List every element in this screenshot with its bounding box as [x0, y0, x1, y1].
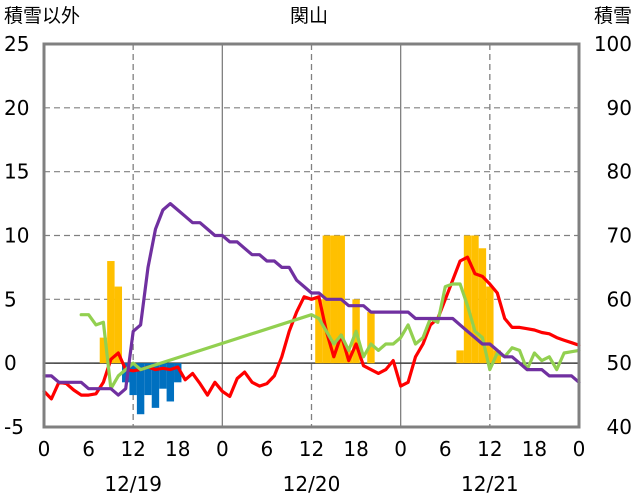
bar — [99, 337, 108, 364]
x-tick-label: 0 — [216, 437, 229, 461]
x-tick-label: 0 — [394, 437, 407, 461]
left-tick-label: 5 — [4, 287, 17, 311]
series-line — [79, 282, 581, 391]
left-tick-label: 25 — [4, 32, 29, 56]
chart-title: 関山 — [290, 5, 328, 27]
line-series — [42, 202, 581, 401]
right-tick-label: 100 — [594, 32, 632, 56]
bar — [144, 363, 152, 396]
series-line — [42, 255, 581, 401]
x-tick-label: 12 — [477, 437, 502, 461]
x-tick-label: 18 — [343, 437, 368, 461]
bar — [471, 235, 479, 364]
left-tick-label: 10 — [4, 224, 29, 248]
bar — [114, 286, 123, 364]
bar — [463, 235, 472, 364]
x-tick-label: 6 — [439, 437, 452, 461]
left-axis-label: 積雪以外 — [4, 5, 80, 27]
x-tick-label: 0 — [573, 437, 586, 461]
plot-border — [42, 42, 581, 429]
bar — [486, 286, 494, 364]
right-tick-label: 80 — [607, 160, 632, 184]
x-tick-label: 0 — [38, 437, 51, 461]
bar — [136, 363, 145, 415]
x-tick-label: 18 — [165, 437, 190, 461]
plot-frame — [42, 42, 581, 429]
bar — [129, 363, 137, 396]
x-tick-label: 6 — [82, 437, 95, 461]
bar — [166, 363, 175, 402]
bar — [174, 363, 182, 383]
bar — [151, 363, 160, 408]
bar — [367, 312, 375, 364]
x-tick-label: 12 — [299, 437, 324, 461]
bar — [107, 261, 115, 364]
x-tick-label: 12 — [120, 437, 145, 461]
series-line — [42, 202, 581, 397]
bar — [159, 363, 167, 389]
bar — [478, 248, 487, 364]
date-label: 12/21 — [461, 472, 519, 496]
left-tick-label: 20 — [4, 96, 29, 120]
left-tick-label: 15 — [4, 160, 29, 184]
right-tick-label: 90 — [607, 96, 632, 120]
bar — [456, 350, 464, 364]
left-tick-label: -5 — [4, 415, 24, 439]
right-tick-label: 40 — [607, 415, 632, 439]
left-tick-label: 0 — [4, 351, 17, 375]
right-tick-label: 70 — [607, 224, 632, 248]
bar — [315, 299, 323, 364]
x-tick-label: 18 — [522, 437, 547, 461]
right-axis-label: 積雪 — [594, 5, 632, 27]
date-label: 12/19 — [104, 472, 162, 496]
x-tick-label: 6 — [261, 437, 274, 461]
right-tick-label: 60 — [607, 287, 632, 311]
bar — [122, 363, 130, 383]
date-label: 12/20 — [283, 472, 341, 496]
right-tick-label: 50 — [607, 351, 632, 375]
